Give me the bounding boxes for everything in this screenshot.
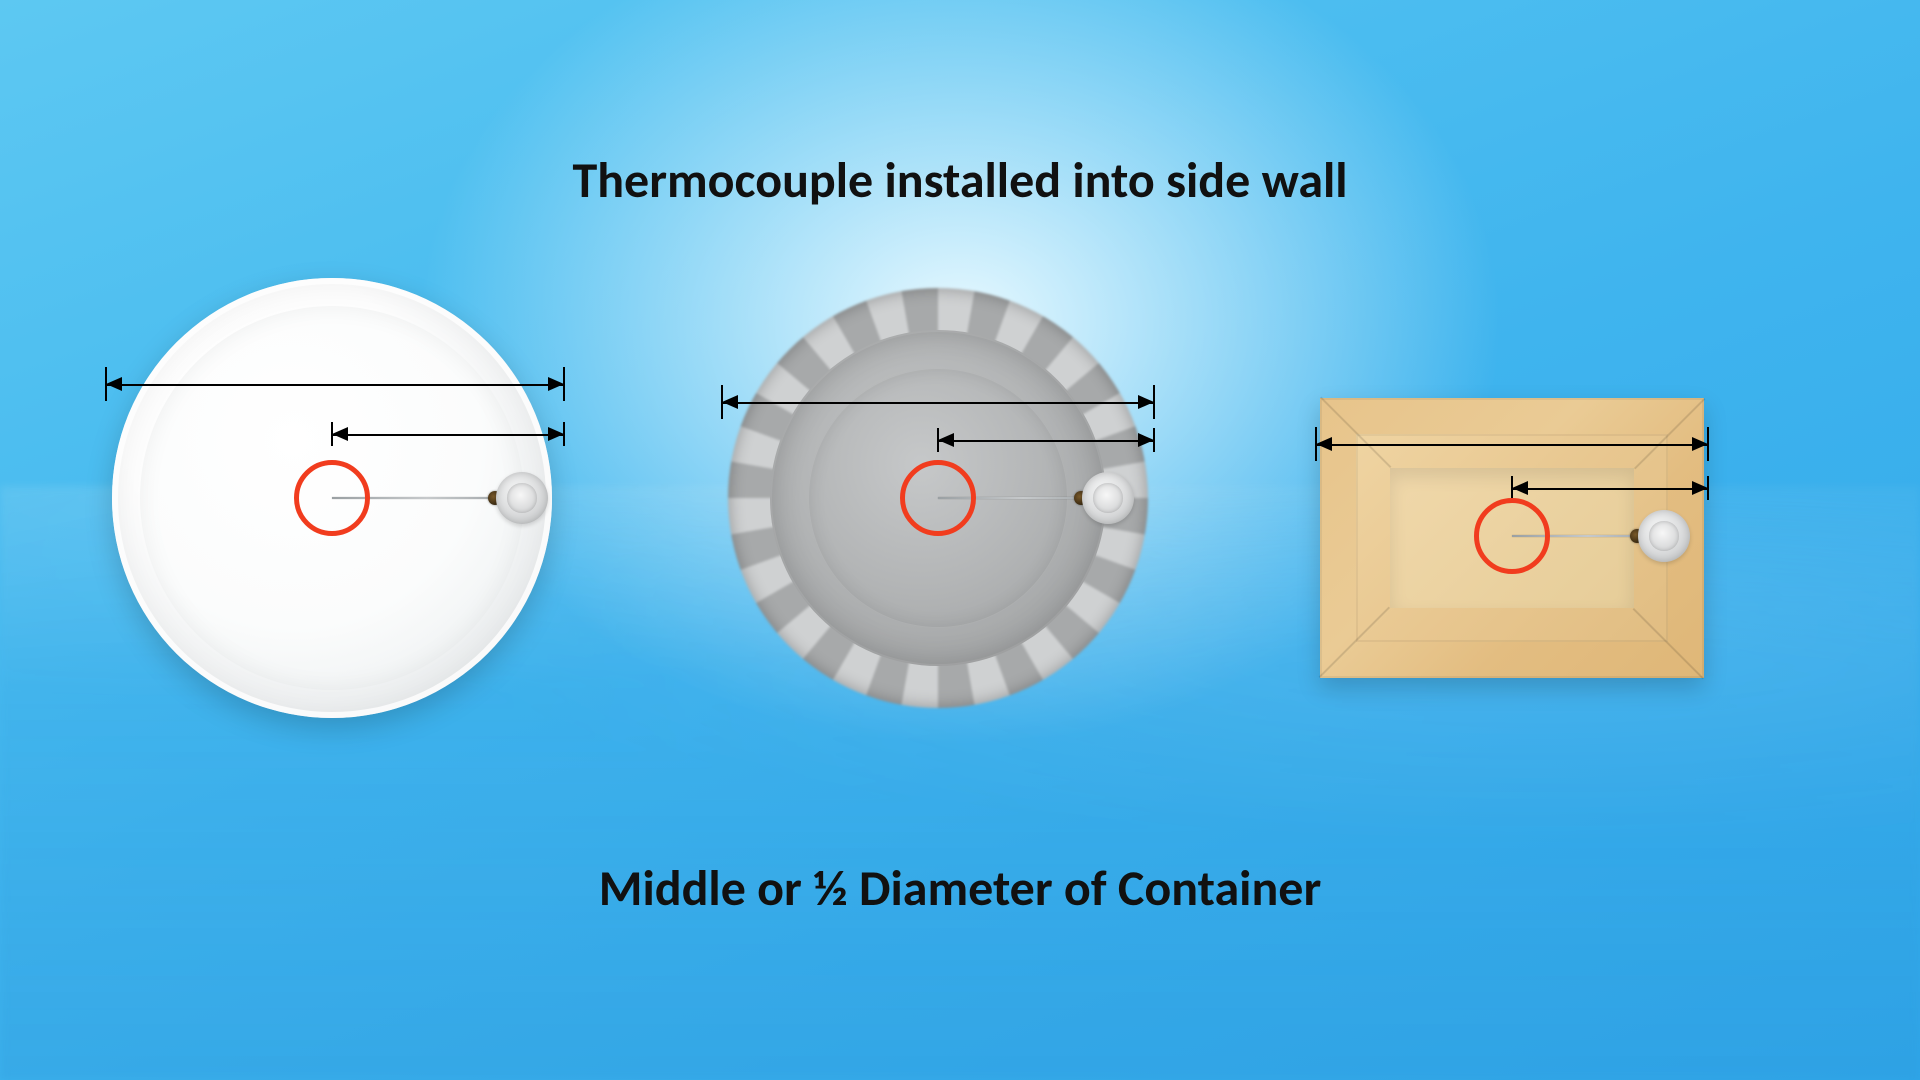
target-ring — [900, 460, 976, 536]
target-ring — [1474, 498, 1550, 574]
target-ring — [294, 460, 370, 536]
title-top: Thermocouple installed into side wall — [0, 150, 1920, 211]
thermocouple-nut — [496, 472, 548, 524]
diagram-stage: Thermocouple installed into side wall Mi… — [0, 0, 1920, 1080]
title-bottom: Middle or ½ Diameter of Container — [0, 858, 1920, 919]
thermocouple-nut — [1082, 472, 1134, 524]
thermocouple-nut — [1638, 510, 1690, 562]
